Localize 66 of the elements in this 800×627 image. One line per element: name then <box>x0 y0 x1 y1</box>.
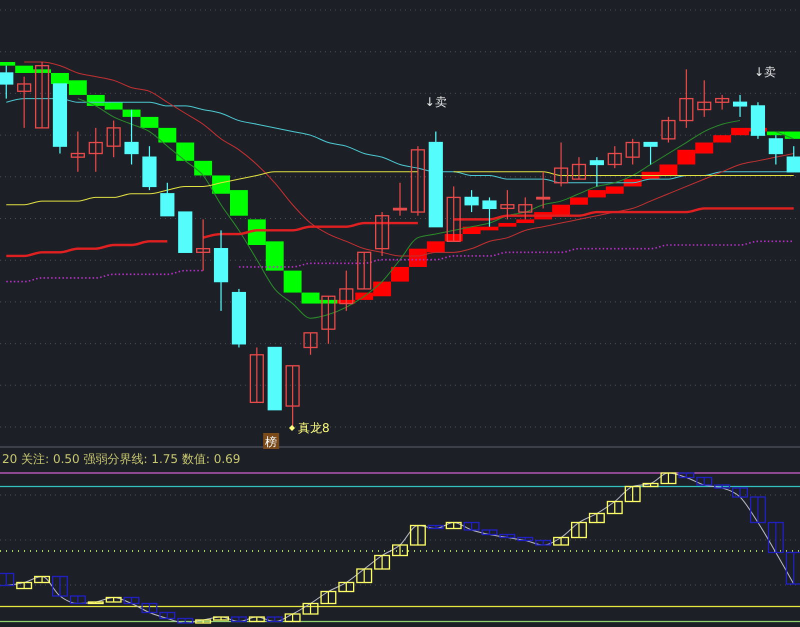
candlestick <box>320 590 336 604</box>
text: 榜 <box>265 435 278 449</box>
candlestick <box>768 134 783 166</box>
candlestick <box>392 544 408 556</box>
candlestick <box>572 156 586 180</box>
candlestick <box>321 296 336 344</box>
candlestick <box>0 65 14 100</box>
bar <box>516 219 534 224</box>
candlestick <box>715 94 730 110</box>
candlestick <box>339 270 354 312</box>
candlestick <box>106 120 121 158</box>
candlestick <box>570 522 587 538</box>
candlestick <box>250 346 264 404</box>
candlestick <box>17 76 32 128</box>
bar <box>391 266 409 282</box>
annotation: 真龙8 <box>298 421 330 435</box>
candlestick <box>302 602 319 615</box>
candlestick <box>266 616 283 622</box>
candlestick <box>554 142 568 188</box>
candlestick <box>786 146 800 172</box>
candlestick <box>410 524 426 546</box>
candlestick <box>697 80 712 118</box>
bar <box>194 160 212 176</box>
annotation: ↓卖 <box>424 95 447 109</box>
candlestick <box>590 156 604 188</box>
bar <box>570 197 588 205</box>
bar <box>140 116 158 128</box>
candlestick <box>608 146 622 169</box>
candlestick <box>303 332 318 356</box>
candlestick <box>696 476 712 486</box>
candlestick <box>626 138 640 166</box>
candlestick <box>196 218 210 272</box>
bar <box>498 223 516 227</box>
candlestick <box>70 130 85 172</box>
candlestick <box>750 496 766 524</box>
candlestick <box>357 252 372 290</box>
candlestick <box>518 196 532 220</box>
bar <box>176 142 194 161</box>
chart-title: 20 关注: 0.50 强弱分界线: 1.75 数值: 0.69 <box>2 452 240 466</box>
candlestick <box>464 190 479 213</box>
candlestick <box>643 142 658 166</box>
bar <box>284 270 302 293</box>
candlestick <box>500 190 514 220</box>
candlestick <box>160 182 174 216</box>
candlestick <box>661 116 676 144</box>
annotation: ↓卖 <box>754 65 776 79</box>
candlestick <box>410 146 425 216</box>
candlestick <box>375 211 390 257</box>
candlestick <box>52 576 68 597</box>
candlestick <box>446 186 461 242</box>
bar <box>158 128 176 143</box>
bar <box>713 135 732 143</box>
candlestick <box>732 94 748 118</box>
candlestick <box>286 365 300 429</box>
candlestick <box>248 616 265 622</box>
candlestick <box>124 108 139 166</box>
candlestick <box>88 127 103 172</box>
candlestick <box>679 68 694 128</box>
candlestick <box>374 554 390 570</box>
candlestick <box>536 171 550 209</box>
bar <box>122 110 140 117</box>
candlestick <box>660 472 676 484</box>
candlestick <box>392 182 408 216</box>
candlestick <box>34 61 50 129</box>
candlestick <box>446 522 462 530</box>
candlestick <box>16 582 32 590</box>
